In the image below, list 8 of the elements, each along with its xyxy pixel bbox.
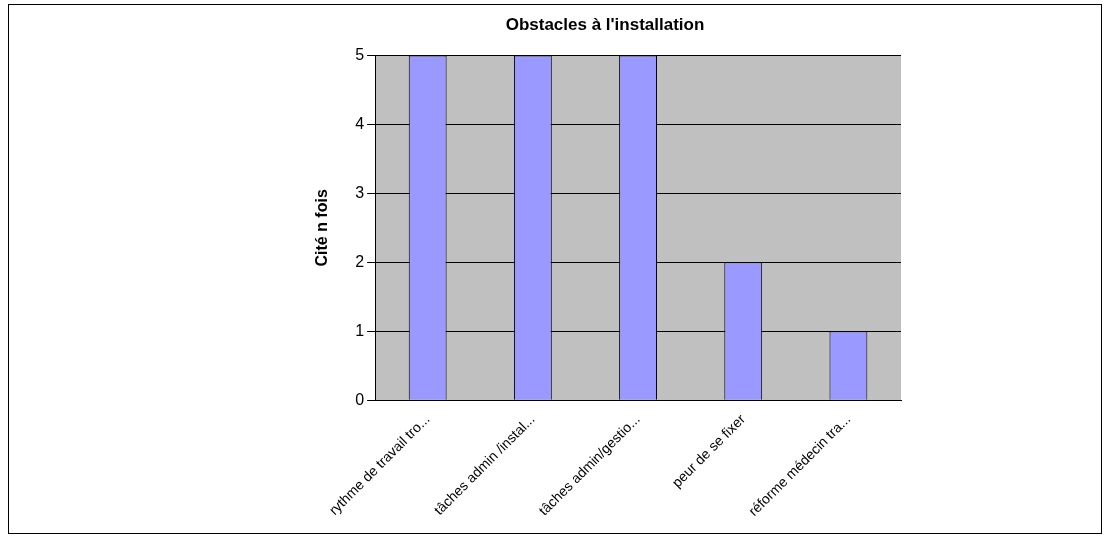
y-tick-label: 5 [355,45,365,63]
y-tick-label: 3 [355,183,365,201]
y-tick-label: 4 [355,114,365,132]
chart-title: Obstacles à l'installation [505,14,705,34]
y-tick-label: 1 [355,321,365,339]
y-axis-title: Cité n fois [313,189,331,267]
y-tick-label: 0 [355,390,365,408]
y-tick-label: 2 [355,252,365,270]
